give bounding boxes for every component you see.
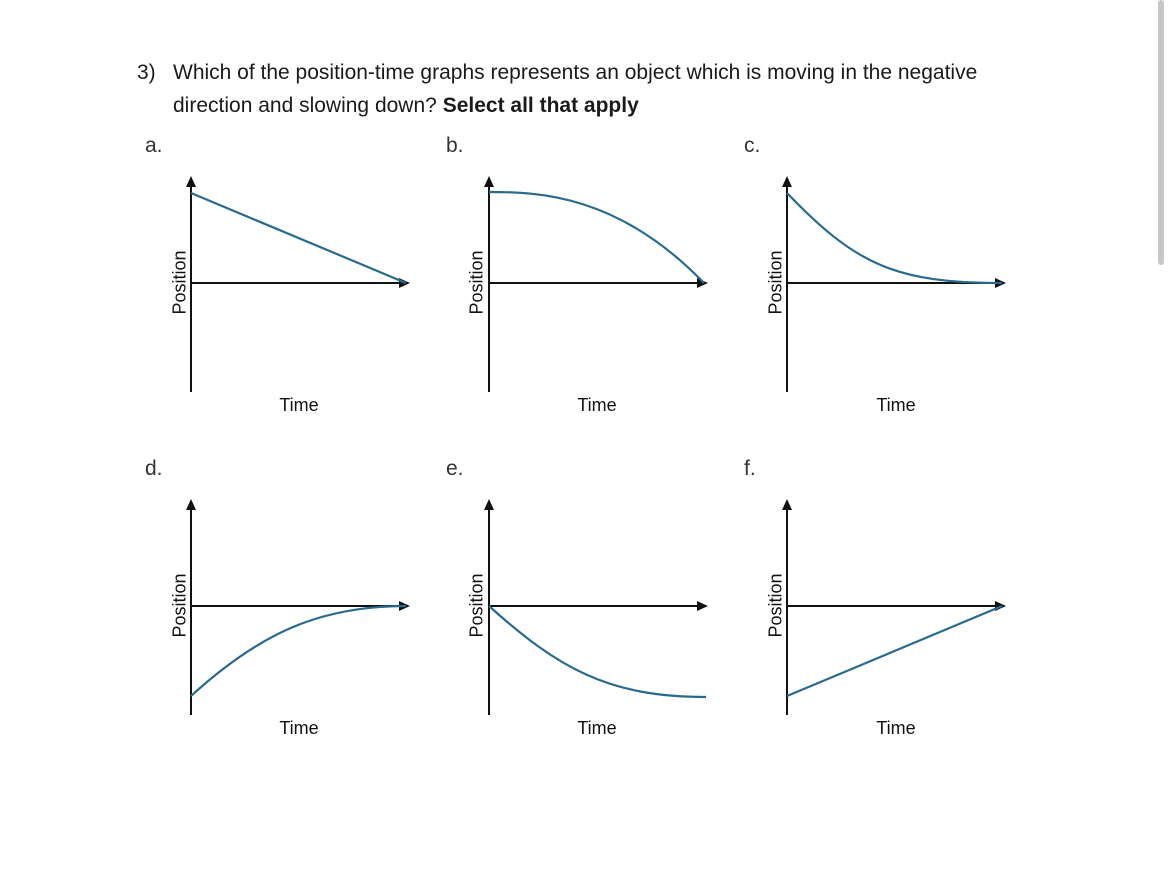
graph-b-xlabel: Time: [577, 395, 617, 415]
graph-f-y-arrow: [782, 499, 792, 510]
graph-a-curve: [190, 191, 407, 285]
question-body: Which of the position-time graphs repres…: [173, 61, 978, 117]
graph-label-a: a.: [145, 134, 163, 157]
graph-c-curve: [786, 192, 1003, 285]
graph-d-curve: [190, 604, 407, 697]
graph-f: [782, 499, 1006, 715]
graph-d-y-arrow: [186, 499, 196, 510]
graph-e-xlabel: Time: [577, 718, 617, 738]
graph-label-f: f.: [744, 457, 756, 480]
graph-c-y-arrow: [782, 176, 792, 187]
scrollbar[interactable]: [1158, 0, 1164, 265]
graph-a: [186, 176, 410, 392]
graph-c-xlabel: Time: [876, 395, 916, 415]
graph-f-xlabel: Time: [876, 718, 916, 738]
graph-e: [484, 499, 708, 715]
graph-f-curve: [786, 604, 1003, 698]
graph-b: [484, 176, 708, 392]
graph-a-y-arrow: [186, 176, 196, 187]
graph-label-d: d.: [145, 457, 163, 480]
graph-b-y-arrow: [484, 176, 494, 187]
graph-e-y-arrow: [484, 499, 494, 510]
graph-label-e: e.: [446, 457, 464, 480]
question-emphasis: Select all that apply: [442, 94, 639, 117]
graph-label-c: c.: [744, 134, 761, 157]
graph-e-x-arrow: [697, 601, 708, 611]
graph-d: [186, 499, 410, 715]
question-text: Which of the position-time graphs repres…: [173, 56, 1033, 122]
graph-a-xlabel: Time: [279, 395, 319, 415]
graph-e-curve: [488, 605, 707, 699]
graph-label-b: b.: [446, 134, 464, 157]
graph-c: [782, 176, 1006, 392]
graph-b-curve: [488, 190, 705, 284]
question-number: 3): [137, 61, 156, 84]
graph-d-xlabel: Time: [279, 718, 319, 738]
